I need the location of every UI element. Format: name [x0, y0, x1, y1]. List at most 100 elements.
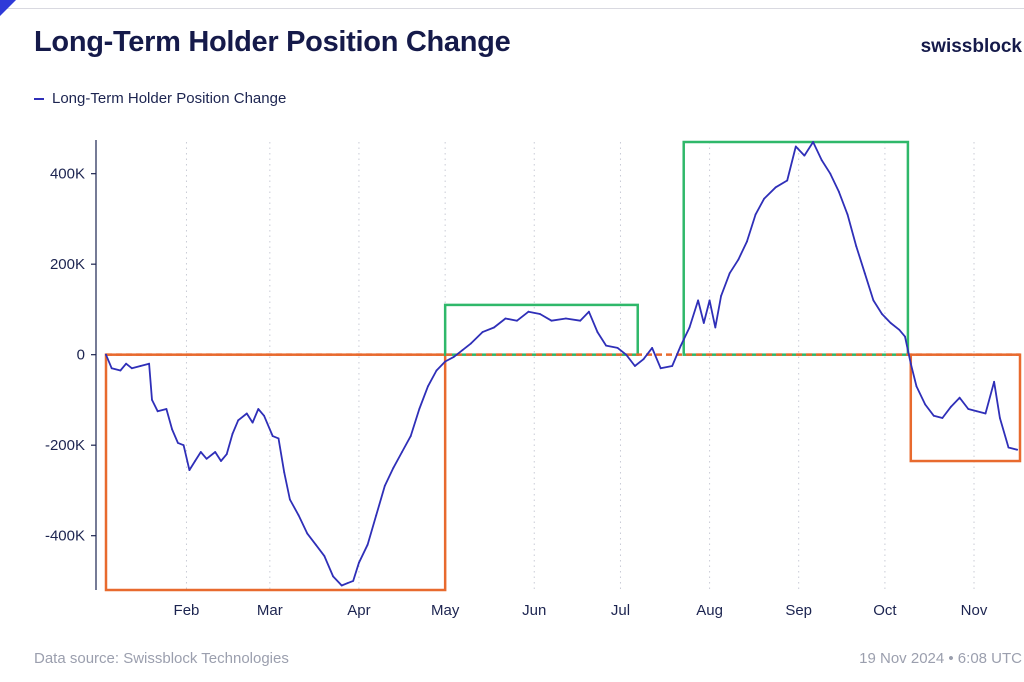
data-point-52 — [481, 331, 484, 333]
data-point-107 — [976, 410, 978, 413]
x-tick-label-7: Sep — [785, 602, 812, 619]
data-point-54 — [504, 317, 507, 320]
data-point-51 — [470, 342, 472, 345]
data-point-110 — [999, 417, 1001, 419]
data-point-70 — [671, 365, 674, 367]
data-point-2 — [119, 369, 122, 372]
data-point-57 — [539, 313, 541, 315]
data-point-28 — [283, 471, 286, 474]
data-point-99 — [909, 362, 912, 365]
data-point-13 — [188, 469, 191, 471]
data-point-23 — [251, 421, 254, 424]
y-tick-label-4: -400K — [45, 528, 85, 545]
data-point-42 — [392, 466, 395, 469]
data-point-63 — [605, 344, 607, 347]
data-point-22 — [245, 412, 248, 415]
data-point-6 — [148, 362, 151, 365]
data-point-91 — [846, 213, 849, 216]
data-point-60 — [579, 319, 582, 322]
data-point-19 — [225, 453, 228, 456]
data-point-48 — [444, 360, 447, 363]
data-point-98 — [904, 335, 906, 338]
data-point-87 — [812, 141, 814, 143]
data-point-10 — [171, 428, 174, 431]
data-point-31 — [306, 532, 309, 535]
data-point-45 — [418, 408, 421, 410]
data-point-65 — [625, 353, 628, 356]
data-point-14 — [194, 460, 197, 462]
data-point-104 — [950, 405, 952, 408]
highlight-box-2 — [682, 140, 910, 356]
y-tick-label-1: 200K — [50, 256, 85, 273]
data-point-102 — [932, 414, 935, 417]
x-tick-label-8: Oct — [873, 602, 897, 619]
data-point-41 — [383, 485, 386, 487]
data-point-100 — [915, 385, 918, 388]
data-point-5 — [139, 365, 142, 367]
x-tick-label-0: Feb — [174, 602, 200, 619]
data-source: Data source: Swissblock Technologies — [34, 650, 289, 667]
data-point-43 — [401, 451, 403, 453]
data-point-106 — [967, 408, 970, 410]
data-point-37 — [352, 580, 355, 582]
data-point-81 — [754, 213, 757, 216]
brand-logo: swissblock — [920, 36, 1022, 57]
data-point-85 — [794, 145, 797, 148]
data-point-79 — [737, 258, 740, 261]
y-tick-label-3: -200K — [45, 437, 85, 454]
data-point-49 — [452, 356, 455, 358]
data-point-103 — [941, 417, 944, 419]
data-point-66 — [634, 365, 636, 367]
data-point-12 — [182, 444, 185, 447]
data-point-73 — [697, 299, 699, 302]
chart-legend[interactable]: Long-Term Holder Position Change — [34, 90, 286, 107]
data-point-109 — [993, 380, 995, 383]
data-point-69 — [659, 367, 662, 370]
highlight-box-0 — [104, 353, 447, 592]
data-point-16 — [205, 457, 208, 460]
legend-swatch-icon — [34, 97, 44, 100]
data-point-76 — [714, 326, 717, 329]
data-point-15 — [199, 451, 202, 453]
data-point-71 — [679, 344, 682, 347]
data-point-46 — [427, 385, 429, 388]
data-point-62 — [596, 331, 599, 333]
data-point-68 — [651, 347, 653, 349]
data-point-72 — [688, 326, 691, 329]
data-point-55 — [516, 319, 518, 322]
data-point-61 — [588, 310, 590, 313]
x-tick-label-2: Apr — [347, 602, 370, 619]
data-point-29 — [289, 498, 291, 501]
data-point-93 — [863, 272, 866, 275]
data-point-30 — [297, 514, 300, 517]
data-point-27 — [277, 437, 280, 440]
x-tick-label-9: Nov — [961, 602, 988, 619]
data-point-9 — [165, 408, 168, 410]
data-point-112 — [1016, 448, 1018, 451]
data-point-32 — [314, 543, 317, 546]
data-point-67 — [642, 358, 645, 361]
data-point-108 — [984, 412, 987, 415]
data-point-11 — [177, 442, 179, 444]
data-point-24 — [257, 408, 260, 410]
data-point-7 — [151, 399, 153, 401]
data-point-44 — [409, 435, 412, 437]
data-point-59 — [565, 317, 567, 320]
data-point-89 — [829, 172, 832, 175]
data-point-86 — [803, 154, 806, 157]
data-point-34 — [332, 575, 334, 578]
data-point-3 — [125, 362, 127, 365]
data-point-97 — [898, 328, 901, 331]
data-point-0 — [105, 353, 107, 356]
chart-title: Long-Term Holder Position Change — [34, 26, 511, 58]
timestamp: 19 Nov 2024 • 6:08 UTC — [859, 650, 1022, 667]
x-tick-label-5: Jul — [611, 602, 630, 619]
data-point-4 — [131, 367, 133, 370]
top-rule — [0, 8, 1024, 9]
data-point-56 — [527, 310, 530, 313]
data-point-20 — [231, 433, 234, 435]
data-point-84 — [786, 179, 789, 182]
data-point-18 — [220, 460, 222, 462]
data-point-1 — [110, 367, 113, 370]
data-point-58 — [550, 319, 553, 322]
